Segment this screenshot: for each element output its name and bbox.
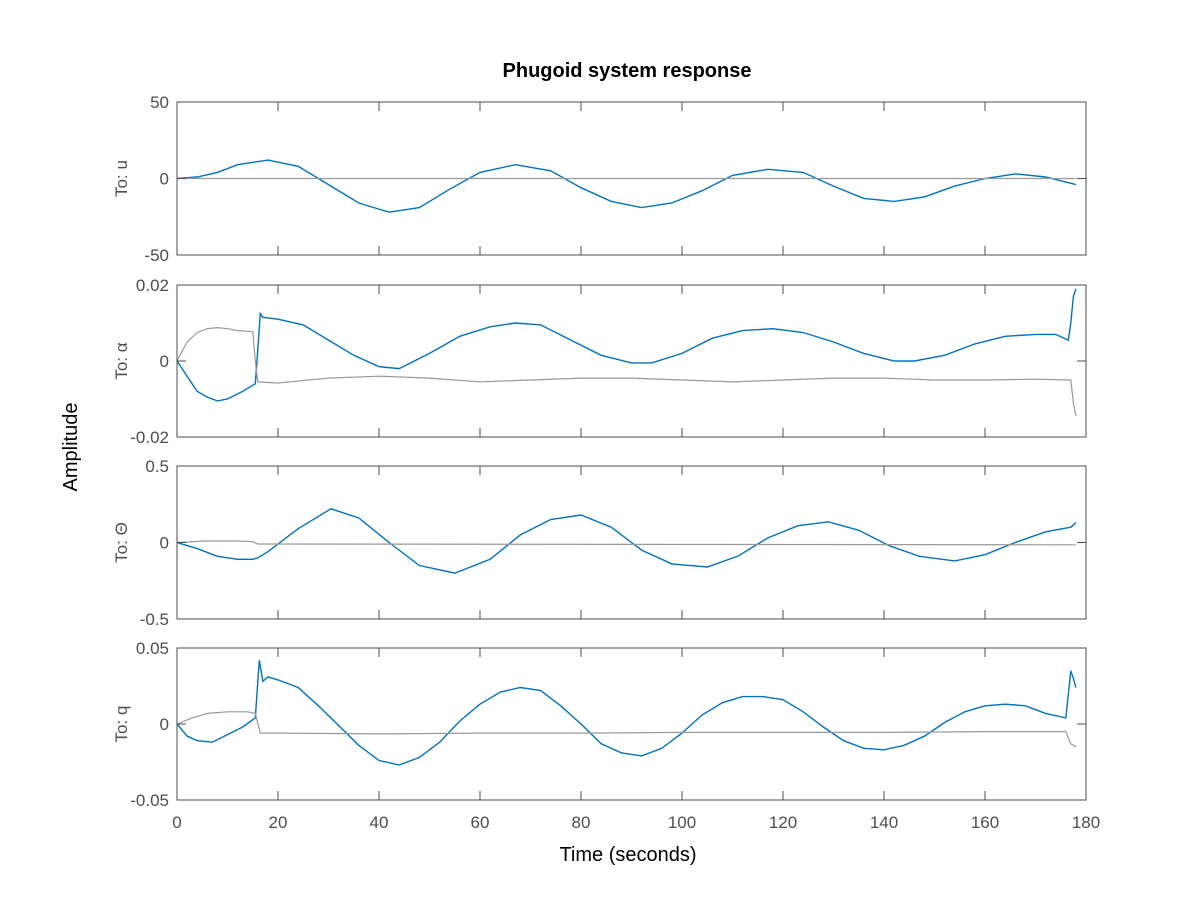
row-label: To: q [112, 706, 131, 743]
axes-box [176, 647, 1087, 801]
y-axis-label: Amplitude [60, 403, 82, 492]
row-label: To: α [112, 342, 131, 379]
y-tick-label: 0.5 [145, 457, 169, 476]
x-tick-label: 80 [572, 813, 591, 832]
y-tick-label: -0.05 [130, 791, 169, 810]
panel-1: -50 0 50 To: u [112, 93, 1087, 265]
series-line-gray [177, 326, 1077, 417]
x-axis-label: Time (seconds) [559, 844, 696, 866]
row-label: To: u [112, 160, 131, 197]
series-line-blue [177, 159, 1077, 213]
y-tick-label: 50 [150, 93, 169, 112]
x-tick-label: 40 [370, 813, 389, 832]
y-tick-label: 0 [160, 170, 169, 189]
panel-3: -0.5 0 0.5 To: Θ [112, 457, 1087, 629]
chart-title: Phugoid system response [503, 60, 752, 82]
y-tick-label: -0.5 [140, 610, 169, 629]
y-tick-label: 0 [160, 352, 169, 371]
x-tick-label: 20 [269, 813, 288, 832]
series-line-blue [177, 660, 1077, 766]
y-tick-label: 0.02 [136, 276, 169, 295]
y-tick-label: 0 [160, 534, 169, 553]
series-line-gray [177, 711, 1077, 748]
x-tick-label: 60 [471, 813, 490, 832]
x-tick-label: 120 [769, 813, 797, 832]
x-tick-label: 140 [870, 813, 898, 832]
series-line-gray [177, 540, 1076, 546]
x-tick-label: 180 [1072, 813, 1100, 832]
x-tick-label: 160 [971, 813, 999, 832]
y-tick-label: 0.05 [136, 639, 169, 658]
row-label: To: Θ [112, 522, 131, 563]
axes-box [176, 284, 1087, 438]
series-line-blue [177, 288, 1077, 402]
x-tick-label: 100 [668, 813, 696, 832]
panel-2: -0.02 0 0.02 To: α [112, 276, 1087, 447]
x-tick-label: 0 [172, 813, 181, 832]
y-tick-label: 0 [160, 715, 169, 734]
y-tick-label: -50 [144, 246, 169, 265]
y-tick-label: -0.02 [130, 428, 169, 447]
series-line-blue [177, 508, 1077, 574]
